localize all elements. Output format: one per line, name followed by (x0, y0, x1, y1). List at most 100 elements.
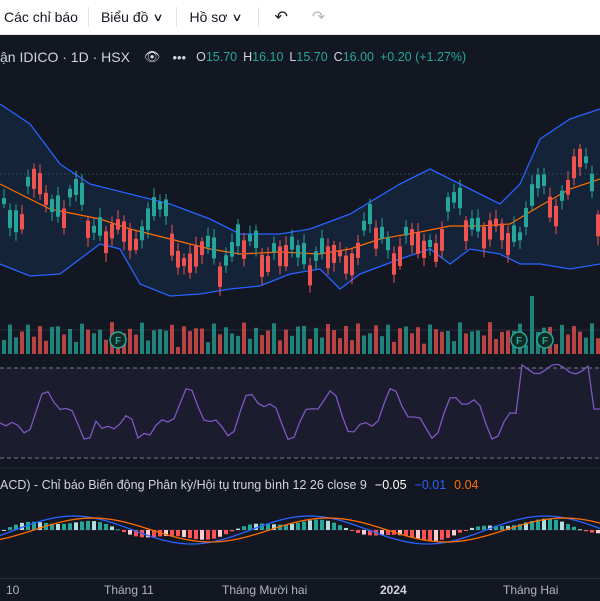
macd-histogram-bar (344, 527, 348, 530)
macd-histogram-bar (92, 521, 96, 530)
candle-body (542, 174, 546, 186)
candle-body (380, 226, 384, 239)
macd-histogram-bar (80, 521, 84, 530)
candle-body (506, 233, 510, 256)
candle-body (524, 207, 528, 228)
macd-histogram-bar (56, 524, 60, 530)
candle-body (596, 214, 600, 237)
volume-bar (434, 329, 438, 354)
macd-histogram-bar (380, 530, 384, 536)
candle-body (98, 217, 102, 236)
volume-bar (248, 338, 252, 354)
volume-bar (212, 323, 216, 354)
macd-histogram-bar (50, 523, 54, 530)
candle-body (122, 221, 126, 242)
macd-histogram-bar (194, 530, 198, 540)
macd-histogram-bar (572, 526, 576, 530)
candle-body (488, 220, 492, 240)
chevron-down-icon: ∨ (231, 11, 244, 24)
bollinger-upper (0, 103, 600, 235)
candle-body (62, 208, 66, 228)
time-axis-label: Tháng Hai (503, 583, 559, 597)
volume-bar (470, 331, 474, 354)
volume-bar (422, 343, 426, 354)
macd-histogram-bar (8, 527, 12, 530)
macd-histogram-bar (590, 530, 594, 533)
volume-bar (218, 334, 222, 354)
rsi-line (0, 363, 600, 441)
volume-bar (302, 325, 306, 354)
candle-body (44, 192, 48, 205)
candle-body (194, 244, 198, 267)
candle-body (188, 253, 192, 273)
profile-button[interactable]: Hồ sơ ∨ (177, 0, 257, 34)
macd-histogram-bar (308, 520, 312, 530)
macd-histogram-bar (326, 520, 330, 530)
volume-bar (92, 333, 96, 354)
volume-bar (176, 347, 180, 354)
candle-body (350, 253, 354, 276)
macd-histogram-bar (2, 530, 6, 531)
chevron-down-icon: ∨ (152, 11, 165, 24)
macd-histogram-bar (188, 530, 192, 539)
time-axis[interactable]: 10 Tháng 11 Tháng Mười hai 2024 Tháng Ha… (0, 578, 600, 601)
more-icon[interactable]: ••• (172, 49, 187, 65)
indicators-button[interactable]: Các chỉ báo (0, 0, 88, 34)
rsi-band (0, 368, 600, 458)
candle-body (146, 208, 150, 230)
macd-histogram-bar (302, 521, 306, 530)
candle-body (212, 237, 216, 259)
event-marker-icon (109, 331, 127, 349)
volume-bar (284, 329, 288, 354)
volume-bar (164, 330, 168, 354)
macd-histogram-bar (434, 530, 438, 541)
macd-histogram-bar (566, 524, 570, 530)
volume-bar (344, 325, 348, 354)
macd-histogram-bar (446, 530, 450, 538)
event-marker-label: F (542, 336, 548, 347)
candle-body (2, 198, 6, 205)
candle-body (560, 190, 564, 201)
volume-bar (440, 331, 444, 354)
candle-body (128, 229, 132, 251)
volume-bar (290, 335, 294, 354)
indicators-label: Các chỉ báo (4, 9, 78, 25)
macd-histogram-bar (176, 530, 180, 537)
undo-button[interactable]: ↶ (259, 0, 302, 34)
macd-histogram-bar (152, 530, 156, 538)
candle-body (284, 245, 288, 267)
volume-bar (500, 331, 504, 354)
volume-bar (404, 326, 408, 354)
macd-histogram-bar (314, 519, 318, 530)
volume-bar (482, 335, 486, 354)
symbol-title[interactable]: ận IDICO · 1D · HSX (0, 49, 130, 65)
macd-histogram-bar (32, 521, 36, 530)
volume-bar (20, 331, 24, 354)
volume-bar (32, 336, 36, 354)
event-marker-label: F (115, 336, 121, 347)
close-value: 16.00 (342, 50, 374, 64)
candle-body (416, 231, 420, 254)
candle-body (50, 199, 54, 213)
candle-body (458, 187, 462, 209)
macd-histogram-bar (506, 525, 510, 530)
volume-bar (326, 324, 330, 354)
macd-histogram-bar (284, 524, 288, 530)
macd-histogram-bar (452, 530, 456, 536)
candle-body (548, 196, 552, 218)
candle-body (248, 234, 252, 242)
volume-bar (488, 322, 492, 354)
eye-icon[interactable]: 👁 (143, 49, 161, 64)
volume-bar (38, 326, 42, 354)
macd-histogram-bar (548, 518, 552, 530)
macd-histogram-bar (356, 530, 360, 533)
macd-title[interactable]: ACD) - Chỉ báo Biến động Phân kỳ/Hội tụ … (0, 478, 367, 492)
macd-histogram-bar (482, 525, 486, 530)
volume-bar (338, 338, 342, 354)
chart-type-button[interactable]: Biểu đồ ∨ (89, 0, 177, 34)
candle-body (152, 197, 156, 217)
redo-button[interactable]: ↷ (302, 0, 335, 34)
macd-histogram-bar (410, 530, 414, 538)
volume-bar (590, 323, 594, 354)
